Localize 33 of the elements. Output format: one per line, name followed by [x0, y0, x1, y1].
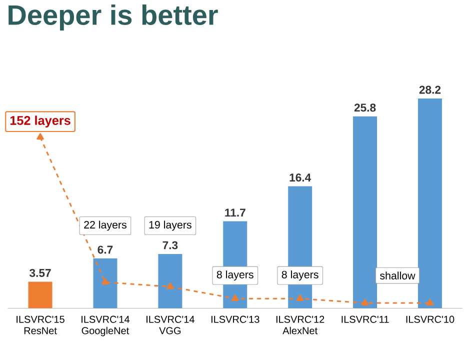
- data-label: 25.8: [354, 104, 376, 112]
- point: [426, 299, 434, 306]
- x-tick-label: ILSVRC'13: [211, 316, 260, 324]
- x-tick-label: ILSVRC'10: [406, 316, 454, 324]
- point: [102, 278, 109, 285]
- point: [166, 282, 174, 290]
- annotation: 8 layers: [216, 270, 254, 281]
- x-tick-label: ILSVRC'12 AlexNet: [276, 316, 324, 334]
- point: [296, 294, 304, 302]
- annotation: 8 layers: [282, 270, 318, 281]
- annotation: shallow: [380, 272, 416, 280]
- bar: [158, 254, 182, 308]
- point: [361, 299, 369, 306]
- data-label: 11.7: [225, 208, 246, 217]
- point: [36, 133, 44, 140]
- data-label: 16.4: [290, 174, 312, 182]
- bar: [28, 282, 52, 308]
- data-label: 3.57: [29, 269, 51, 278]
- bar: [418, 98, 442, 308]
- x-tick-label: ILSVRC'14 VGG: [146, 316, 194, 334]
- x-tick-label: ILSVRC'14 GoogleNet: [82, 316, 130, 336]
- data-label: 7.3: [162, 241, 178, 250]
- annotation: 22 layers: [84, 220, 126, 231]
- bar: [93, 258, 118, 308]
- point: [232, 294, 239, 302]
- x-tick-label: ILSVRC'15 ResNet: [16, 316, 64, 334]
- data-label: 6.7: [98, 246, 113, 254]
- data-label: 28.2: [419, 86, 441, 94]
- chart-title: Deeper is better: [8, 4, 218, 31]
- annotation: 152 layers: [10, 116, 70, 128]
- annotation: 19 layers: [149, 220, 192, 231]
- x-tick-label: ILSVRC'11: [342, 316, 389, 324]
- bar: [353, 116, 378, 308]
